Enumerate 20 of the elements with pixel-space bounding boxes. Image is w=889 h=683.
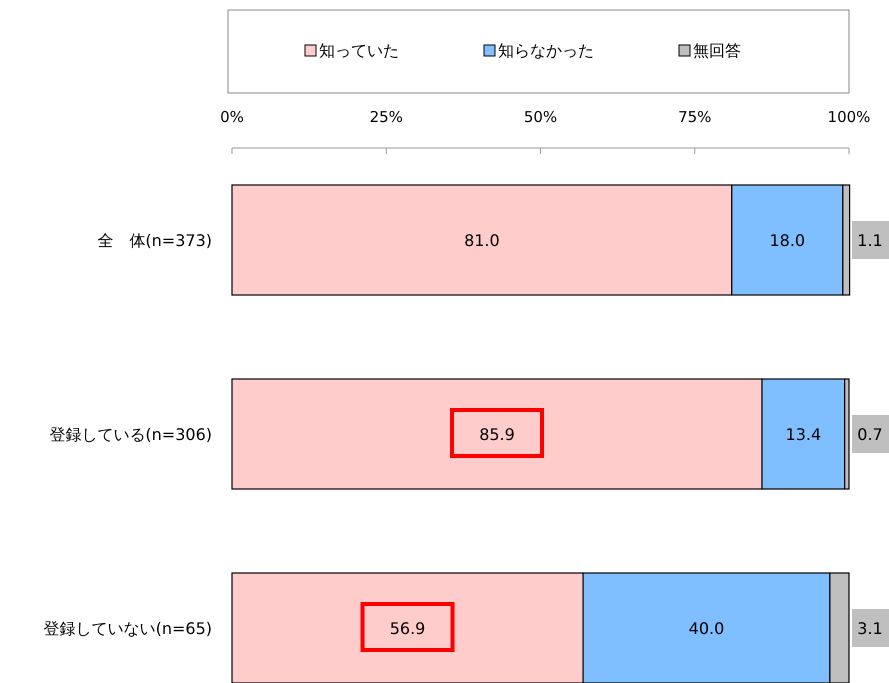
legend-label: 知っていた <box>319 41 399 60</box>
x-tick-label: 100% <box>828 108 870 126</box>
x-tick-label: 50% <box>524 108 558 126</box>
data-label: 0.7 <box>857 425 883 444</box>
data-label: 13.4 <box>786 425 822 444</box>
legend-label: 無回答 <box>693 41 741 60</box>
data-label: 1.1 <box>857 231 883 250</box>
x-tick-label: 0% <box>220 108 244 126</box>
data-label: 56.9 <box>390 619 426 638</box>
x-tick-label: 75% <box>678 108 712 126</box>
y-tick-label: 全 体(n=373) <box>97 231 212 250</box>
y-tick-label: 登録している(n=306) <box>49 425 212 444</box>
data-label: 81.0 <box>464 231 500 250</box>
data-label: 18.0 <box>769 231 806 250</box>
data-label: 40.0 <box>688 619 724 638</box>
legend-label: 知らなかった <box>498 41 594 60</box>
data-label: 3.1 <box>857 619 883 638</box>
x-tick-label: 25% <box>370 108 403 126</box>
data-label: 85.9 <box>479 425 515 444</box>
y-tick-label: 登録していない(n=65) <box>44 619 212 638</box>
